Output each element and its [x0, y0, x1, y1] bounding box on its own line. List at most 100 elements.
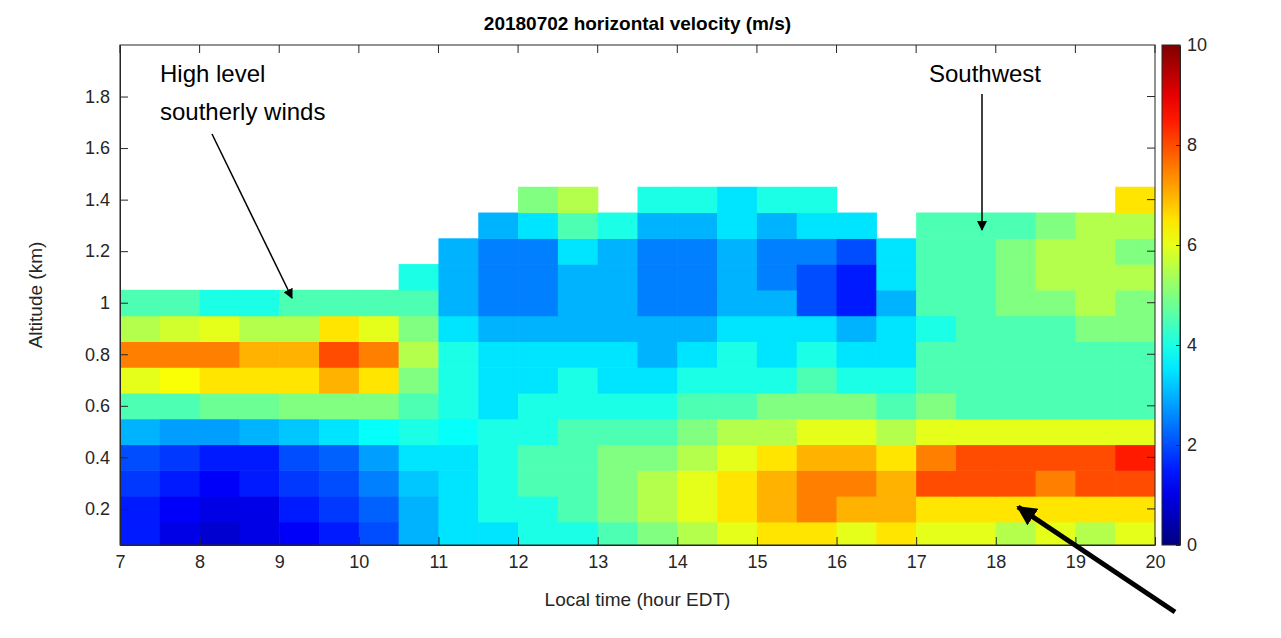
heat-cell — [916, 496, 956, 522]
heat-cell — [876, 444, 916, 470]
heat-cell — [518, 470, 558, 496]
heat-cell — [478, 316, 518, 342]
heat-cell — [1115, 419, 1155, 445]
x-tick-mark-top — [358, 45, 359, 53]
heat-cell — [916, 341, 956, 367]
heat-cell — [916, 238, 956, 264]
colorbar-tick: 0 — [1176, 535, 1197, 555]
heat-cell — [757, 393, 797, 419]
heat-cell — [1115, 290, 1155, 316]
heat-cell — [518, 522, 558, 545]
heat-cell — [876, 522, 916, 545]
heat-cell — [677, 522, 717, 545]
heat-cell — [757, 213, 797, 239]
annotation-arrow — [1018, 507, 1175, 612]
heat-cell — [598, 213, 638, 239]
heat-cell — [876, 470, 916, 496]
x-tick-mark-top — [756, 45, 757, 53]
x-tick-label: 10 — [349, 552, 369, 572]
x-tick-mark — [279, 537, 280, 545]
y-axis: 0.20.40.60.811.21.41.61.8 — [85, 46, 128, 546]
heat-cell — [797, 444, 837, 470]
heat-cell — [438, 367, 478, 393]
heat-cell — [279, 290, 319, 316]
heat-cell — [1115, 393, 1155, 419]
annotations: High level southerly winds Southwest — [160, 60, 1175, 612]
heat-cell — [1036, 496, 1076, 522]
colorbar-tick-mark — [1176, 545, 1180, 546]
heat-cell — [876, 341, 916, 367]
heat-cell — [120, 290, 160, 316]
colorbar — [1162, 45, 1180, 545]
heat-cell — [279, 470, 319, 496]
x-tick-mark — [438, 537, 439, 545]
x-tick-label: 12 — [509, 552, 529, 572]
x-axis-line — [121, 545, 1156, 546]
heat-cell — [478, 522, 518, 545]
heat-cell — [518, 213, 558, 239]
heat-cell — [677, 419, 717, 445]
heat-cell — [239, 496, 279, 522]
heat-cell — [1036, 419, 1076, 445]
x-tick-mark-top — [677, 45, 678, 53]
heat-cell — [1115, 341, 1155, 367]
heat-cell — [239, 393, 279, 419]
heat-cell — [677, 290, 717, 316]
x-tick: 10 — [349, 537, 369, 572]
colorbar-tick: 8 — [1176, 135, 1197, 155]
heat-cell — [1115, 187, 1155, 213]
y-tick-mark-right — [1147, 457, 1155, 458]
heat-cell — [399, 316, 439, 342]
heat-cell — [598, 264, 638, 290]
heat-cell — [279, 522, 319, 545]
heat-cell — [1075, 470, 1115, 496]
heat-cell — [438, 316, 478, 342]
heat-cell — [478, 496, 518, 522]
x-tick-mark — [916, 537, 917, 545]
heat-cell — [200, 341, 240, 367]
y-tick-mark-right — [1147, 199, 1155, 200]
heat-cell — [359, 393, 399, 419]
heat-cell — [160, 444, 200, 470]
heat-cell — [478, 290, 518, 316]
heat-cell — [478, 444, 518, 470]
annotation-text: Southwest — [929, 60, 1041, 87]
heat-cell — [1075, 393, 1115, 419]
heat-cell — [757, 496, 797, 522]
annotation-text: southerly winds — [160, 98, 325, 125]
heat-cell — [717, 187, 757, 213]
heat-cell — [717, 470, 757, 496]
heat-cell — [120, 522, 160, 545]
heat-cell — [518, 341, 558, 367]
heat-cell — [837, 264, 877, 290]
heat-cell — [677, 367, 717, 393]
heat-cell — [399, 341, 439, 367]
heat-cell — [120, 496, 160, 522]
x-tick-mark-top — [199, 45, 200, 53]
heat-cell — [359, 316, 399, 342]
heat-cell — [956, 522, 996, 545]
heat-cell — [438, 393, 478, 419]
heat-cell — [558, 496, 598, 522]
heat-cell — [598, 522, 638, 545]
y-tick: 0.8 — [85, 345, 128, 365]
heat-cell — [1075, 290, 1115, 316]
heat-cell — [239, 367, 279, 393]
heat-cell — [1075, 496, 1115, 522]
x-tick-label: 20 — [1145, 552, 1165, 572]
heat-cell — [757, 187, 797, 213]
heat-cell — [876, 419, 916, 445]
y-tick-mark — [120, 509, 128, 510]
heat-cell — [757, 238, 797, 264]
heat-cell — [160, 367, 200, 393]
x-tick-label: 8 — [195, 552, 205, 572]
heat-cell — [1075, 264, 1115, 290]
heat-cell — [916, 522, 956, 545]
annotation-text: High level — [160, 60, 265, 87]
x-tick-mark — [200, 537, 201, 545]
x-tick-mark-top — [1075, 45, 1076, 53]
heat-cell — [359, 341, 399, 367]
y-tick-mark-right — [1147, 148, 1155, 149]
colorbar-tick: 2 — [1176, 435, 1197, 455]
heat-cell — [319, 444, 359, 470]
